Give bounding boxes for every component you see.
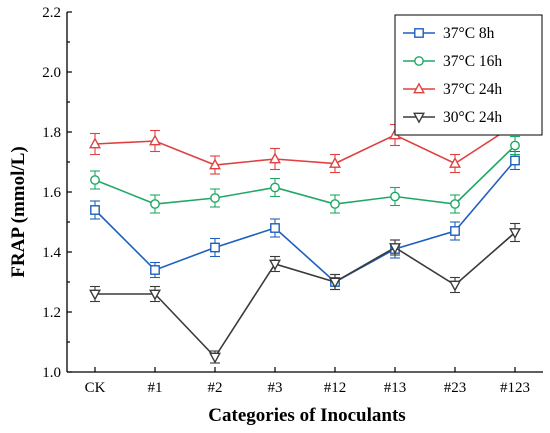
data-point — [270, 223, 280, 233]
data-point — [269, 259, 281, 271]
data-point — [210, 193, 220, 203]
x-tick-label: #1 — [148, 380, 163, 396]
data-point — [90, 175, 100, 185]
series-4 — [89, 222, 521, 364]
y-tick-label: 1.2 — [42, 305, 61, 321]
data-point — [329, 156, 341, 168]
data-point — [149, 289, 161, 301]
data-point — [269, 152, 281, 164]
y-tick-label: 2.0 — [42, 65, 61, 81]
data-point — [210, 242, 220, 253]
data-point — [149, 134, 161, 146]
data-point — [150, 199, 160, 209]
legend-label: 30°C 24h — [443, 109, 502, 126]
axes: 1.0 1.2 1.4 1.6 1.8 2.0 2.2 CK #1 #2 #3 #12 #13 #23 #1… — [42, 5, 543, 396]
x-axis-title: Categories of Inoculants — [208, 405, 405, 426]
x-tick-label: #23 — [444, 380, 467, 396]
data-point — [450, 199, 460, 209]
data-point — [150, 265, 160, 275]
x-tick-label: #2 — [208, 380, 223, 396]
y-tick-label: 1.6 — [42, 185, 61, 201]
legend-label: 37°C 24h — [443, 81, 502, 98]
data-point — [510, 155, 520, 166]
x-tick-label: #3 — [268, 380, 283, 396]
data-point — [390, 191, 400, 202]
data-point — [389, 243, 401, 255]
series-line — [94, 123, 516, 166]
legend-marker — [414, 56, 424, 66]
legend-label: 37°C 8h — [443, 25, 495, 42]
data-point — [330, 199, 340, 209]
data-point — [89, 137, 101, 149]
series-2 — [90, 135, 520, 214]
data-point — [209, 158, 221, 170]
plot-area — [89, 113, 521, 364]
data-point — [209, 352, 221, 364]
data-point — [270, 182, 280, 193]
data-point — [510, 140, 520, 151]
x-tick-label: #12 — [324, 380, 347, 396]
data-point — [449, 280, 461, 292]
y-tick-label: 1.0 — [42, 365, 61, 381]
legend-label: 37°C 16h — [443, 53, 502, 70]
data-point — [89, 289, 101, 301]
data-point — [449, 156, 461, 168]
legend-marker — [413, 82, 425, 94]
series-line — [94, 159, 516, 283]
x-tick-label: #13 — [384, 380, 407, 396]
y-tick-label: 2.2 — [42, 5, 61, 21]
x-tick-label: CK — [85, 380, 106, 396]
y-tick-label: 1.4 — [42, 245, 61, 261]
legend-marker — [414, 28, 424, 38]
data-point — [90, 205, 100, 215]
series-line — [95, 231, 516, 359]
y-tick-label: 1.8 — [42, 125, 61, 141]
data-point — [509, 228, 521, 240]
x-tick-label: #123 — [500, 380, 530, 396]
data-point — [450, 226, 460, 236]
y-axis-title: FRAP (mmol/L) — [8, 146, 29, 277]
legend: 37°C 8h 37°C 16h 37°C 24h 30°C 24h — [394, 14, 543, 136]
data-point — [329, 277, 341, 289]
legend-marker — [413, 112, 425, 124]
series-line — [94, 144, 516, 205]
